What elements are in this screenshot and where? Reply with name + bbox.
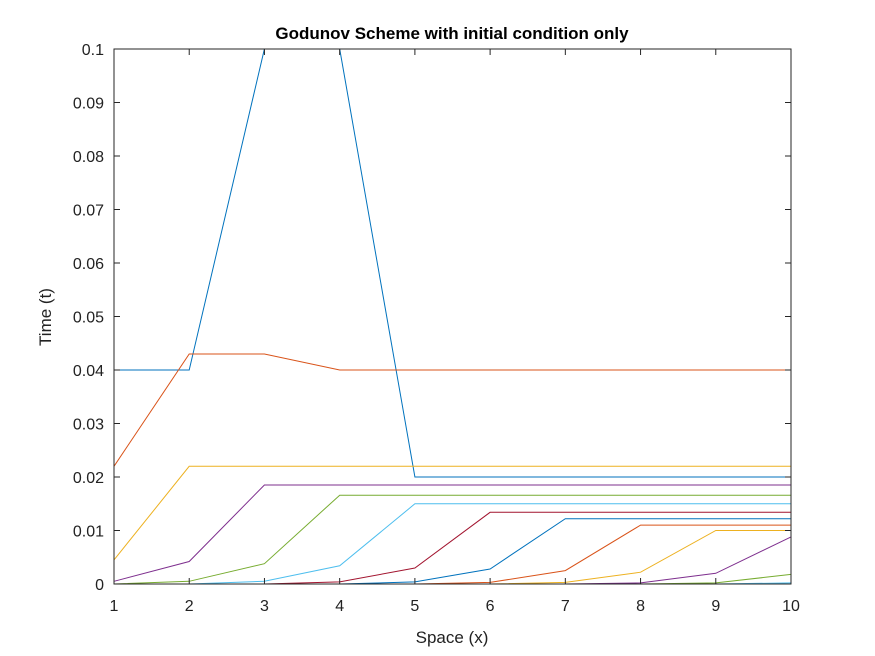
x-tick-label: 3	[260, 598, 269, 615]
y-tick-label: 0.05	[73, 310, 104, 327]
x-tick-label: 2	[185, 598, 194, 615]
y-tick-label: 0.02	[73, 470, 104, 487]
x-tick-label: 5	[410, 598, 419, 615]
chart-title: Godunov Scheme with initial condition on…	[275, 24, 629, 43]
x-tick-label: 1	[110, 598, 119, 615]
series-line-5	[113, 494, 791, 585]
series-line-8	[114, 518, 791, 585]
series-line-4	[113, 484, 791, 582]
series-line-6	[114, 503, 791, 585]
y-tick-label: 0.09	[73, 96, 104, 113]
y-tick-label: 0.06	[73, 256, 104, 273]
y-tick-label: 0.03	[73, 417, 104, 434]
series-line-3	[113, 465, 791, 561]
y-tick-label: 0.04	[73, 363, 104, 380]
x-tick-label: 8	[636, 598, 645, 615]
tick-layer: 1 2 3 4 5 6 7 8 9 10 0 0.01 0.02 0.03 0.04 0.05 0.06 0.07…	[73, 42, 800, 615]
series-line-11	[114, 536, 792, 585]
series-line-2	[113, 353, 791, 467]
y-axis-label: Time (t)	[36, 288, 55, 346]
y-tick-label: 0.07	[73, 203, 104, 220]
x-axis-label: Space (x)	[416, 628, 489, 647]
series-layer	[113, 48, 792, 585]
series-line-1	[114, 48, 791, 478]
x-tick-label: 4	[335, 598, 344, 615]
y-tick-label: 0.01	[73, 524, 104, 541]
series-line-7	[114, 511, 791, 585]
x-tick-label: 7	[561, 598, 570, 615]
series-line-10	[114, 530, 791, 585]
y-tick-label: 0.08	[73, 149, 104, 166]
x-tick-label: 10	[782, 598, 800, 615]
y-tick-label: 0.1	[82, 42, 104, 59]
x-tick-label: 9	[711, 598, 720, 615]
x-tick-label: 6	[486, 598, 495, 615]
y-tick-label: 0	[95, 577, 104, 594]
